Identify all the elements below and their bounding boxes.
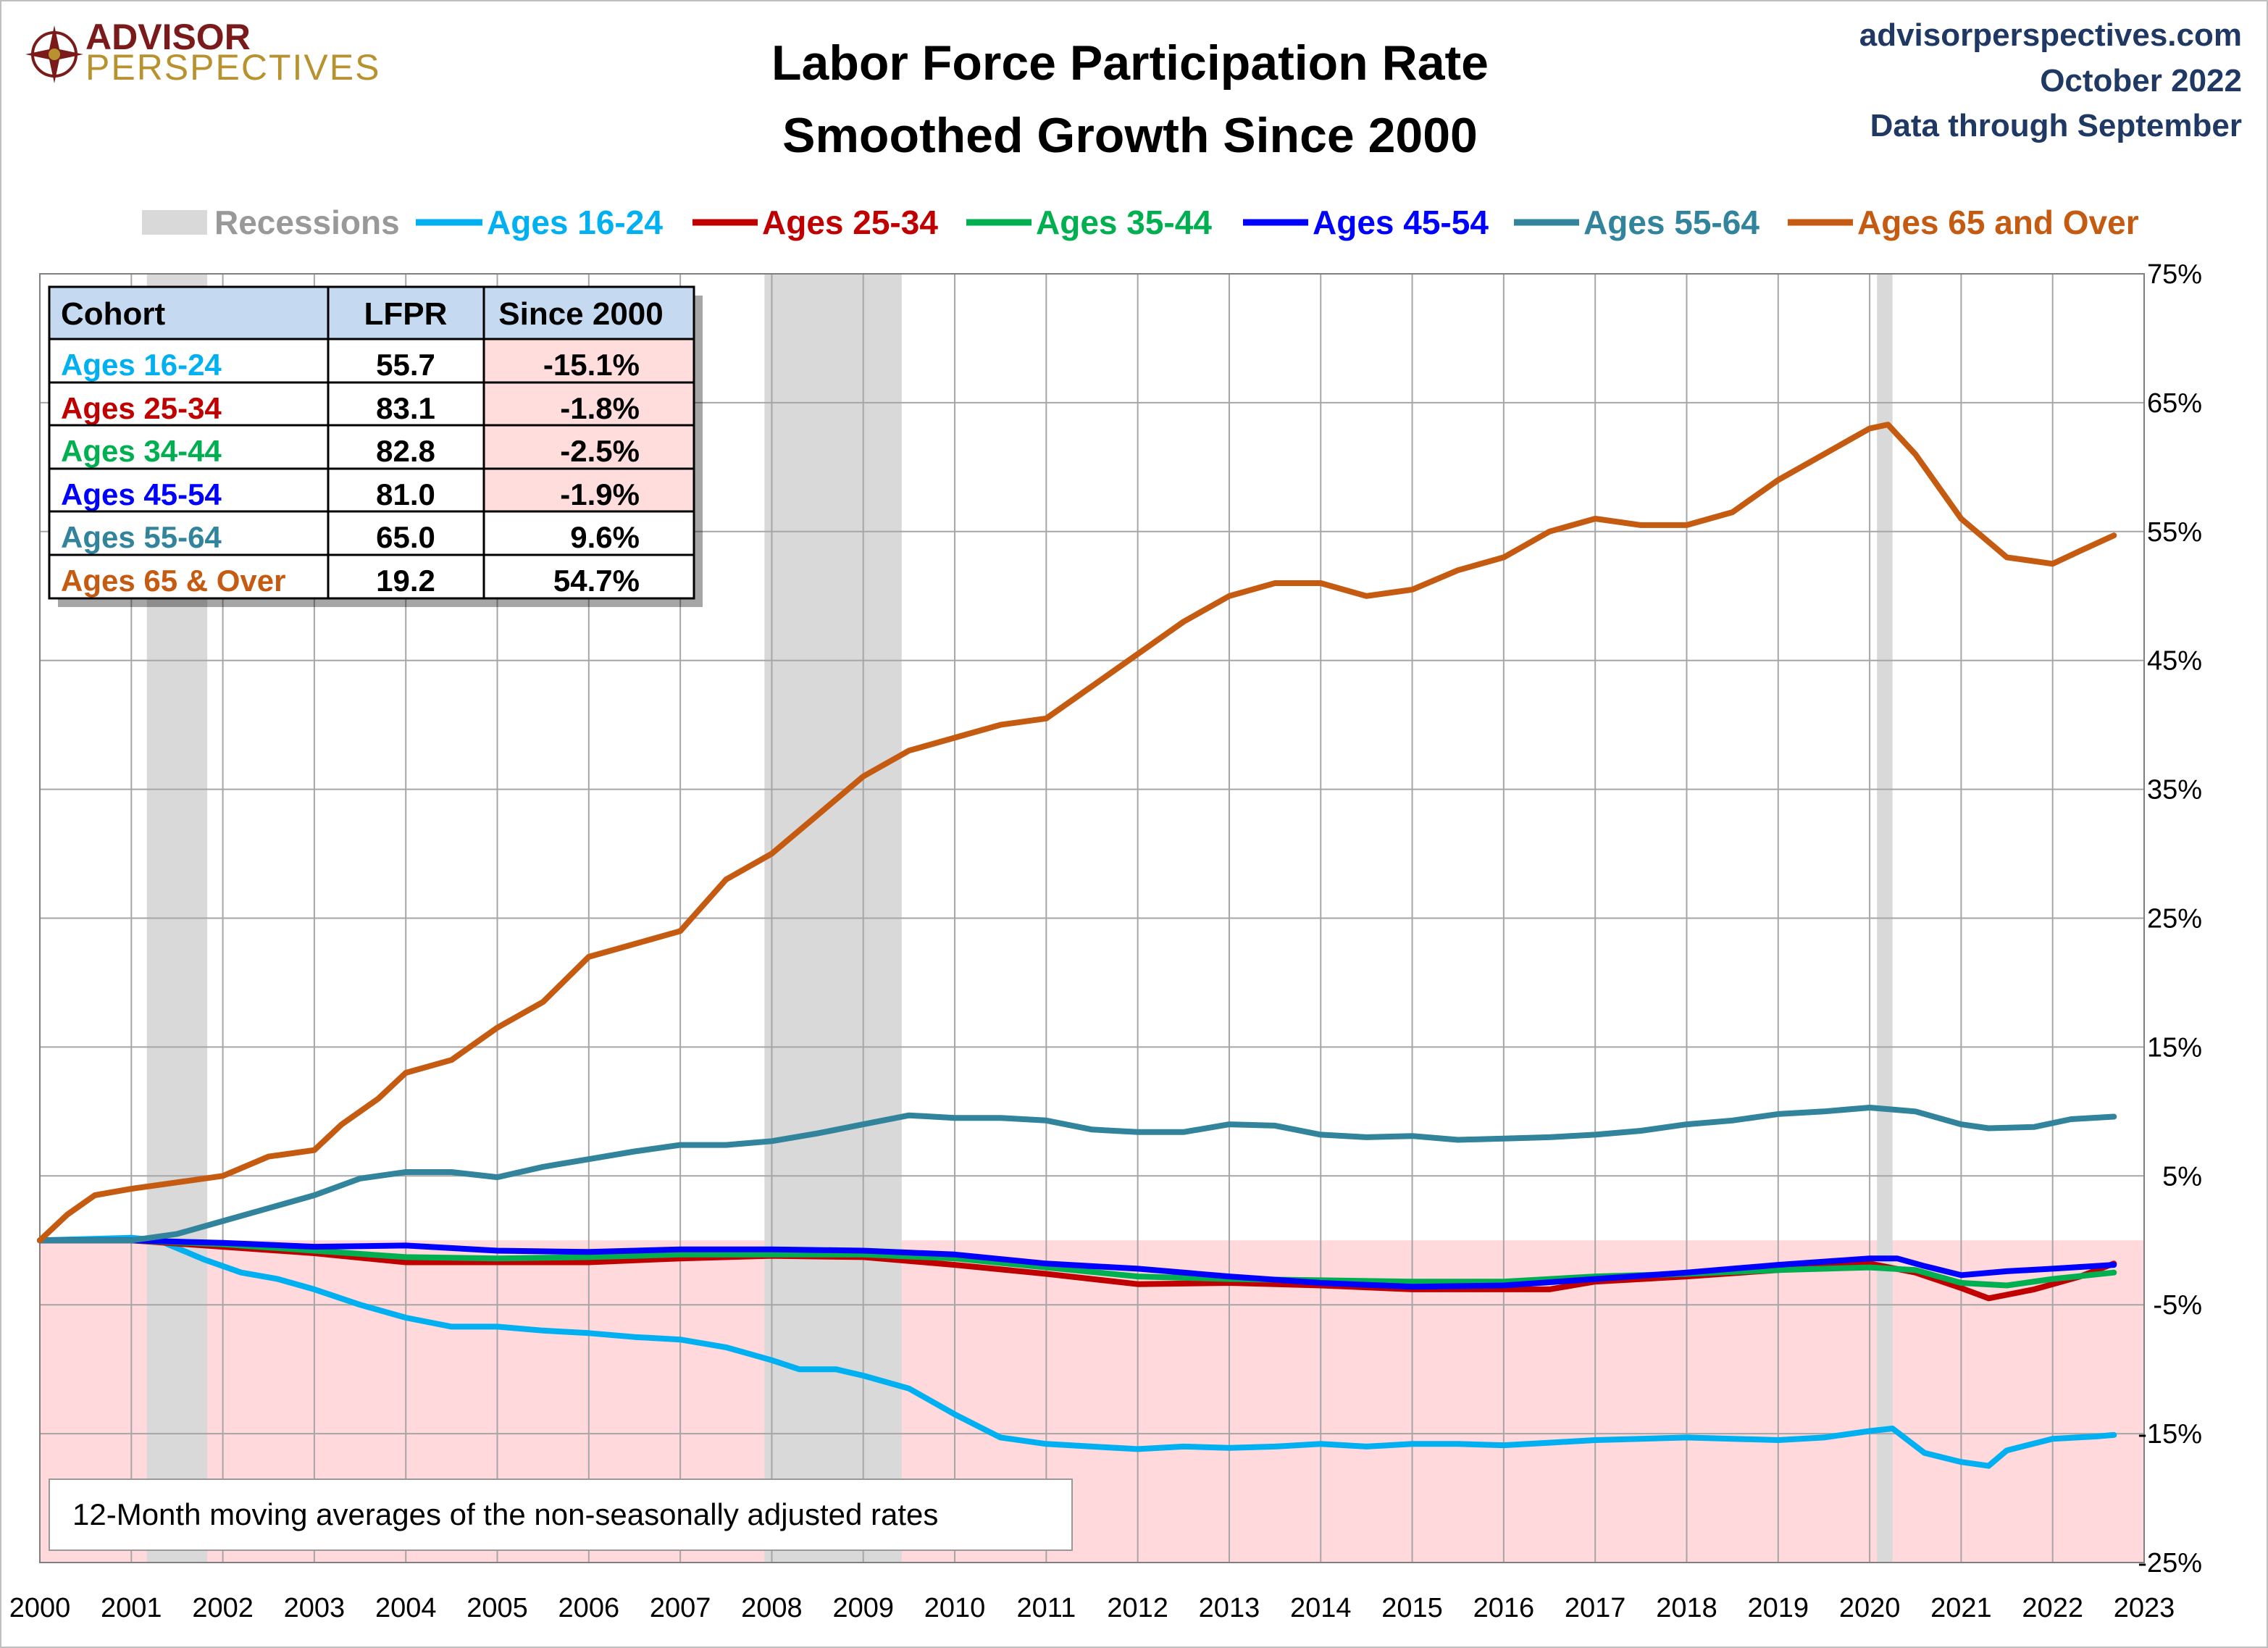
y-tick-label: 15% — [2147, 1032, 2202, 1063]
gridlines — [39, 273, 2145, 1563]
site-url: advisorperspectives.com — [1859, 17, 2242, 53]
table-lfpr: 19.2 — [376, 564, 435, 598]
legend-25-34: Ages 25-34 — [762, 204, 938, 241]
chart-title-line2: Smoothed Growth Since 2000 — [782, 108, 1478, 163]
x-tick-label: 2017 — [1565, 1593, 1626, 1623]
table-lines — [48, 285, 695, 600]
x-tick-label: 2006 — [558, 1593, 620, 1623]
x-tick-label: 2021 — [1930, 1593, 1992, 1623]
plot-frame — [39, 273, 2145, 1563]
x-tick-label: 2020 — [1839, 1593, 1901, 1623]
x-tick-label: 2022 — [2022, 1593, 2083, 1623]
table-since: -1.9% — [560, 477, 640, 511]
y-tick-label: -15% — [2138, 1419, 2202, 1450]
legend-45-54: Ages 45-54 — [1313, 204, 1489, 241]
x-tick-label: 2005 — [466, 1593, 528, 1623]
table-cohort: Ages 45-54 — [61, 477, 222, 511]
table-cohort: Ages 65 & Over — [61, 564, 286, 598]
y-tick-label: -25% — [2138, 1548, 2202, 1578]
table-cohort: Ages 55-64 — [61, 520, 222, 554]
y-tick-label: 35% — [2147, 775, 2202, 806]
table-row: Ages 55-64 65.0 9.6% — [61, 520, 640, 554]
y-tick-label: 5% — [2162, 1161, 2202, 1192]
x-axis-ticks: 2000 2001 2002 2003 2004 2005 2006 2007 2008 2009… — [9, 1593, 2175, 1623]
y-tick-label: 75% — [2147, 259, 2202, 290]
x-tick-label: 2013 — [1199, 1593, 1260, 1623]
y-tick-label: -5% — [2153, 1290, 2202, 1321]
y-tick-label: 25% — [2147, 904, 2202, 934]
x-tick-label: 2010 — [924, 1593, 986, 1623]
legend-55-64: Ages 55-64 — [1583, 204, 1759, 241]
table-cohort: Ages 16-24 — [61, 348, 222, 382]
table-row: Ages 25-34 83.1 -1.8% — [61, 391, 640, 425]
table-since: 9.6% — [570, 520, 640, 554]
table-header-row — [49, 287, 694, 339]
logo: ADVISOR PERSPECTIVES — [25, 17, 380, 88]
table-header-cohort: Cohort — [61, 296, 166, 332]
legend-35-44: Ages 35-44 — [1036, 204, 1212, 241]
y-axis-ticks: 75% 65% 55% 45% 35% 25% 15% 5% -5% -15% -25% — [2138, 259, 2202, 1578]
x-tick-label: 2015 — [1381, 1593, 1443, 1623]
x-tick-label: 2016 — [1473, 1593, 1535, 1623]
table-since: -1.8% — [560, 391, 640, 425]
table-lfpr: 81.0 — [376, 477, 435, 511]
x-tick-label: 2002 — [192, 1593, 254, 1623]
y-tick-label: 45% — [2147, 646, 2202, 677]
legend-65-over: Ages 65 and Over — [1857, 204, 2139, 241]
chart-title-line1: Labor Force Participation Rate — [771, 35, 1489, 91]
x-tick-label: 2004 — [375, 1593, 437, 1623]
legend-16-24: Ages 16-24 — [487, 204, 663, 241]
series-line — [37, 1234, 2117, 1469]
table-cohort: Ages 34-44 — [61, 434, 222, 468]
series-lines — [37, 422, 2117, 1469]
x-tick-label: 2019 — [1748, 1593, 1809, 1623]
x-tick-label: 2007 — [650, 1593, 711, 1623]
table-cohort: Ages 25-34 — [61, 391, 222, 425]
table-header-lfpr: LFPR — [364, 296, 448, 332]
x-tick-label: 2011 — [1016, 1593, 1076, 1623]
table-lfpr: 65.0 — [376, 520, 435, 554]
summary-table: Cohort LFPR Since 2000 Ages 16-24 55.7 -… — [48, 285, 703, 607]
logo-line1: ADVISOR — [85, 17, 251, 57]
table-since: -15.1% — [543, 348, 640, 382]
x-tick-label: 2023 — [2114, 1593, 2175, 1623]
table-since: -2.5% — [560, 434, 640, 468]
table-header-since: Since 2000 — [498, 296, 664, 332]
series-line — [37, 1237, 2117, 1289]
x-tick-label: 2008 — [741, 1593, 803, 1623]
x-tick-label: 2018 — [1656, 1593, 1717, 1623]
x-tick-label: 2012 — [1107, 1593, 1168, 1623]
x-tick-label: 2001 — [101, 1593, 162, 1623]
series-line — [37, 1237, 2117, 1302]
table-lfpr: 55.7 — [376, 348, 435, 382]
note-text: 12-Month moving averages of the non-seas… — [72, 1497, 938, 1531]
legend: Recessions Ages 16-24 Ages 25-34 Ages 35… — [142, 204, 2139, 241]
logo-line2: PERSPECTIVES — [85, 47, 380, 88]
legend-recession-swatch — [142, 210, 207, 235]
x-tick-label: 2003 — [284, 1593, 346, 1623]
table-row: Ages 34-44 82.8 -2.5% — [61, 434, 640, 468]
series-line — [37, 1105, 2117, 1244]
y-tick-label: 55% — [2147, 517, 2202, 548]
table-lfpr: 83.1 — [376, 391, 435, 425]
x-tick-label: 2014 — [1290, 1593, 1352, 1623]
table-row: Ages 65 & Over 19.2 54.7% — [61, 564, 640, 598]
compass-icon — [25, 25, 83, 83]
table-row: Ages 16-24 55.7 -15.1% — [61, 348, 640, 382]
series-line — [37, 422, 2117, 1244]
table-since: 54.7% — [553, 564, 640, 598]
note-box: 12-Month moving averages of the non-seas… — [49, 1478, 1073, 1551]
series-line — [37, 1237, 2117, 1290]
legend-recessions: Recessions — [214, 204, 400, 241]
data-through: Data through September — [1870, 108, 2242, 143]
table-lfpr: 82.8 — [376, 434, 435, 468]
x-tick-label: 2000 — [9, 1593, 71, 1623]
x-tick-label: 2009 — [832, 1593, 894, 1623]
table-row: Ages 45-54 81.0 -1.9% — [61, 477, 640, 511]
report-date: October 2022 — [2040, 63, 2242, 99]
y-tick-label: 65% — [2147, 388, 2202, 419]
